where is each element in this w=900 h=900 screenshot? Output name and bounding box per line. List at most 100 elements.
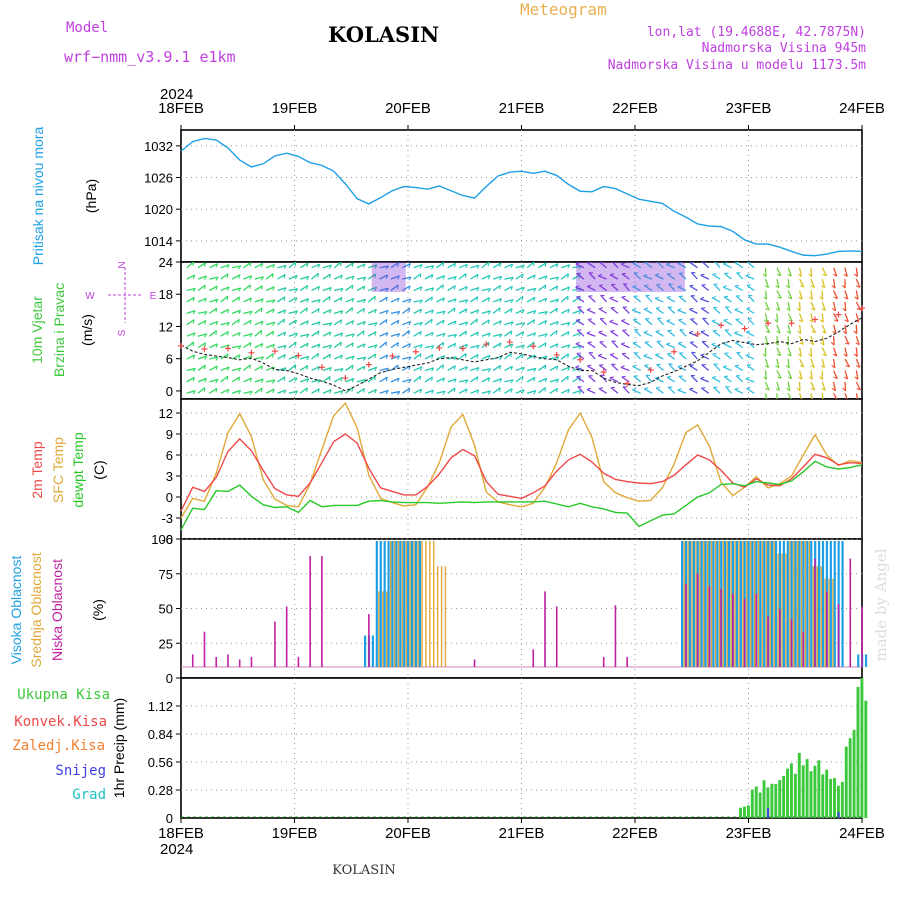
high-cloud-bar: [802, 541, 805, 667]
wind-barb: [677, 309, 687, 314]
wind-barb-tick: [215, 379, 219, 384]
wind-barb: [288, 377, 298, 383]
wind-barb-tick: [317, 299, 321, 304]
precip-bar: [833, 778, 836, 818]
wind-barb-tick: [317, 273, 319, 278]
wind-barb: [538, 355, 548, 360]
wind-barb: [588, 375, 596, 383]
wind-barb: [447, 262, 456, 269]
wind-barb: [736, 272, 744, 280]
wind-barb: [526, 274, 536, 280]
wind-barb: [560, 388, 570, 394]
wind-barb: [735, 295, 744, 303]
wind-barb: [299, 342, 309, 349]
wind-barb: [220, 331, 229, 337]
gust-marker: [835, 311, 842, 318]
wind-barb-tick: [610, 330, 615, 332]
gust-marker: [647, 366, 654, 373]
high-cloud-bar: [864, 654, 868, 667]
wind-barb: [527, 367, 537, 372]
wind-barb-tick: [340, 288, 344, 293]
wind-barb: [656, 284, 664, 292]
wind-barb: [586, 388, 596, 394]
wind-barb: [855, 335, 860, 345]
mid-cloud-bar: [734, 541, 736, 667]
precip-bar: [758, 792, 762, 818]
low-cloud-bar: [626, 656, 628, 667]
wind-barb: [209, 307, 218, 314]
wind-barb: [526, 354, 536, 360]
wind-axis-title-2: Brzina i Pravac: [51, 283, 67, 377]
wind-barb: [243, 297, 252, 303]
footer-station: KOLASIN: [332, 863, 395, 878]
wind-barb-tick: [746, 307, 751, 310]
wind-barb: [333, 319, 343, 326]
wind-barb: [322, 286, 332, 292]
wind-barb: [424, 345, 434, 349]
wind-barb-tick: [204, 320, 207, 325]
wind-barb-tick: [260, 388, 263, 393]
wind-barb-tick: [510, 286, 513, 291]
wind-barb: [311, 308, 320, 314]
wind-barb-tick: [204, 275, 207, 280]
wind-barb: [402, 263, 411, 269]
wind-barb: [776, 267, 782, 277]
wind-barb-tick: [510, 308, 513, 313]
high-cloud-bar: [829, 541, 832, 667]
wind-barb-tick: [226, 286, 230, 291]
wind-barb: [379, 274, 388, 280]
wind-barb: [575, 263, 585, 269]
wind-barb-tick: [272, 388, 275, 394]
wind-barb: [504, 365, 513, 372]
wind-barb-tick: [700, 376, 705, 380]
wind-barb-tick: [544, 378, 548, 383]
wind-barb-tick: [408, 330, 410, 335]
wind-barb: [611, 340, 619, 349]
wind-barb: [345, 355, 355, 360]
mid-cloud-bar: [785, 553, 787, 667]
wind-barb-tick: [587, 262, 592, 264]
wind-barb: [333, 332, 343, 337]
wind-barb: [401, 307, 411, 314]
wind-barb-tick: [431, 354, 434, 359]
wind-barb-tick: [317, 308, 320, 313]
wind-barb: [844, 358, 851, 368]
wind-barb: [231, 318, 240, 326]
wind-barb: [576, 329, 585, 337]
wind-barb-tick: [521, 287, 525, 292]
precip-bar: [840, 781, 844, 818]
wind-barb: [587, 365, 596, 372]
wind-barb-tick: [215, 276, 219, 281]
wind-barb: [186, 287, 196, 292]
wind-barb-tick: [465, 264, 468, 269]
wind-barb-tick: [644, 284, 649, 287]
mid-cloud-bar: [710, 541, 713, 667]
y-tick-label: 25: [159, 636, 173, 651]
wind-barb: [588, 295, 596, 303]
wind-barb: [277, 376, 286, 383]
wind-barb-tick: [431, 345, 435, 350]
wind-barb: [610, 363, 619, 371]
low-cloud-bar: [614, 605, 617, 667]
wind-barb: [492, 297, 502, 303]
high-cloud-bar: [403, 541, 406, 667]
wind-barb: [424, 287, 434, 292]
wind-barb: [402, 356, 412, 360]
wind-barb-tick: [203, 365, 206, 370]
wind-barb: [492, 378, 502, 383]
wind-barb: [666, 273, 676, 280]
wind-barb: [764, 324, 771, 334]
wind-barb: [390, 390, 400, 394]
low-cloud-bar: [779, 609, 781, 667]
wind-barb-tick: [644, 387, 649, 390]
wind-barb: [345, 364, 354, 371]
wind-barb-tick: [621, 295, 626, 298]
wind-barb-tick: [294, 262, 297, 267]
wind-barb-tick: [609, 376, 614, 379]
wind-barb: [810, 358, 815, 368]
wind-barb-tick: [362, 276, 367, 281]
wind-barb-tick: [272, 286, 275, 291]
wind-barb-tick: [598, 353, 603, 357]
y-tick-label: 75: [159, 567, 173, 582]
wind-barb: [746, 284, 755, 292]
